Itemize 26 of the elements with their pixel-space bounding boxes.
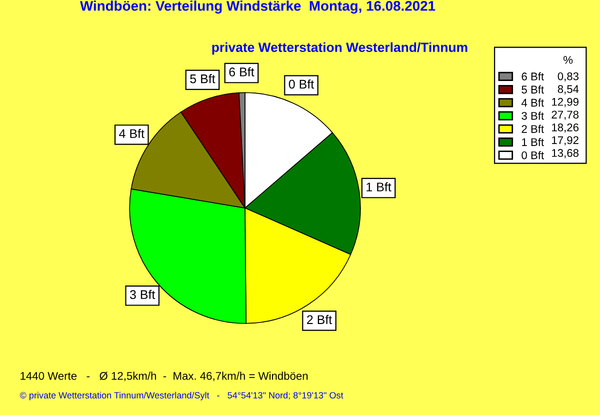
data-label: 0,83 — [558, 72, 579, 82]
legend-label: 3 Bft — [522, 112, 544, 120]
slice-label: 5 Bft — [190, 74, 216, 84]
legend-label: 4 Bft — [521, 98, 544, 107]
slice-label: 2 Bft — [307, 314, 332, 324]
slice-label: 0 Bft — [288, 79, 314, 89]
legend-label: 2 Bft — [522, 124, 544, 133]
data-label: 18,26 — [552, 123, 579, 133]
data-label: 13,68 — [552, 149, 579, 158]
legend-label: 1 Bft — [522, 138, 544, 146]
chart-subtitle: private Wetterstation Westerland/Tinnum — [212, 42, 468, 55]
slice-label: 6 Bft — [229, 67, 254, 76]
data-label: 12,99 — [552, 98, 578, 108]
slice-label: 4 Bft — [119, 128, 144, 138]
slice-label: 1 Bft — [366, 182, 392, 192]
legend-label: 6 Bft — [522, 72, 544, 80]
slice-label: 3 Bft — [130, 290, 156, 300]
legend-label: 5 Bft — [522, 85, 544, 94]
legend-label: 0 Bft — [522, 151, 544, 160]
data-label: 17,92 — [552, 136, 578, 146]
chart-title: Windböen: Verteilung Windstärke Montag, 16.08.2021 — [80, 0, 436, 14]
data-label: 8,54 — [558, 85, 579, 94]
text: 1440 Werte - Ø 12,5km/h - Max. 46,7km/h = Windböen — [20, 372, 308, 382]
text: © private Wetterstation Tinnum/Westerland/Sylt - 54°54'13" Nord; 8°19'13" Ost — [20, 392, 344, 400]
data-label: 27,78 — [552, 110, 579, 120]
legend-title: % — [564, 56, 573, 64]
